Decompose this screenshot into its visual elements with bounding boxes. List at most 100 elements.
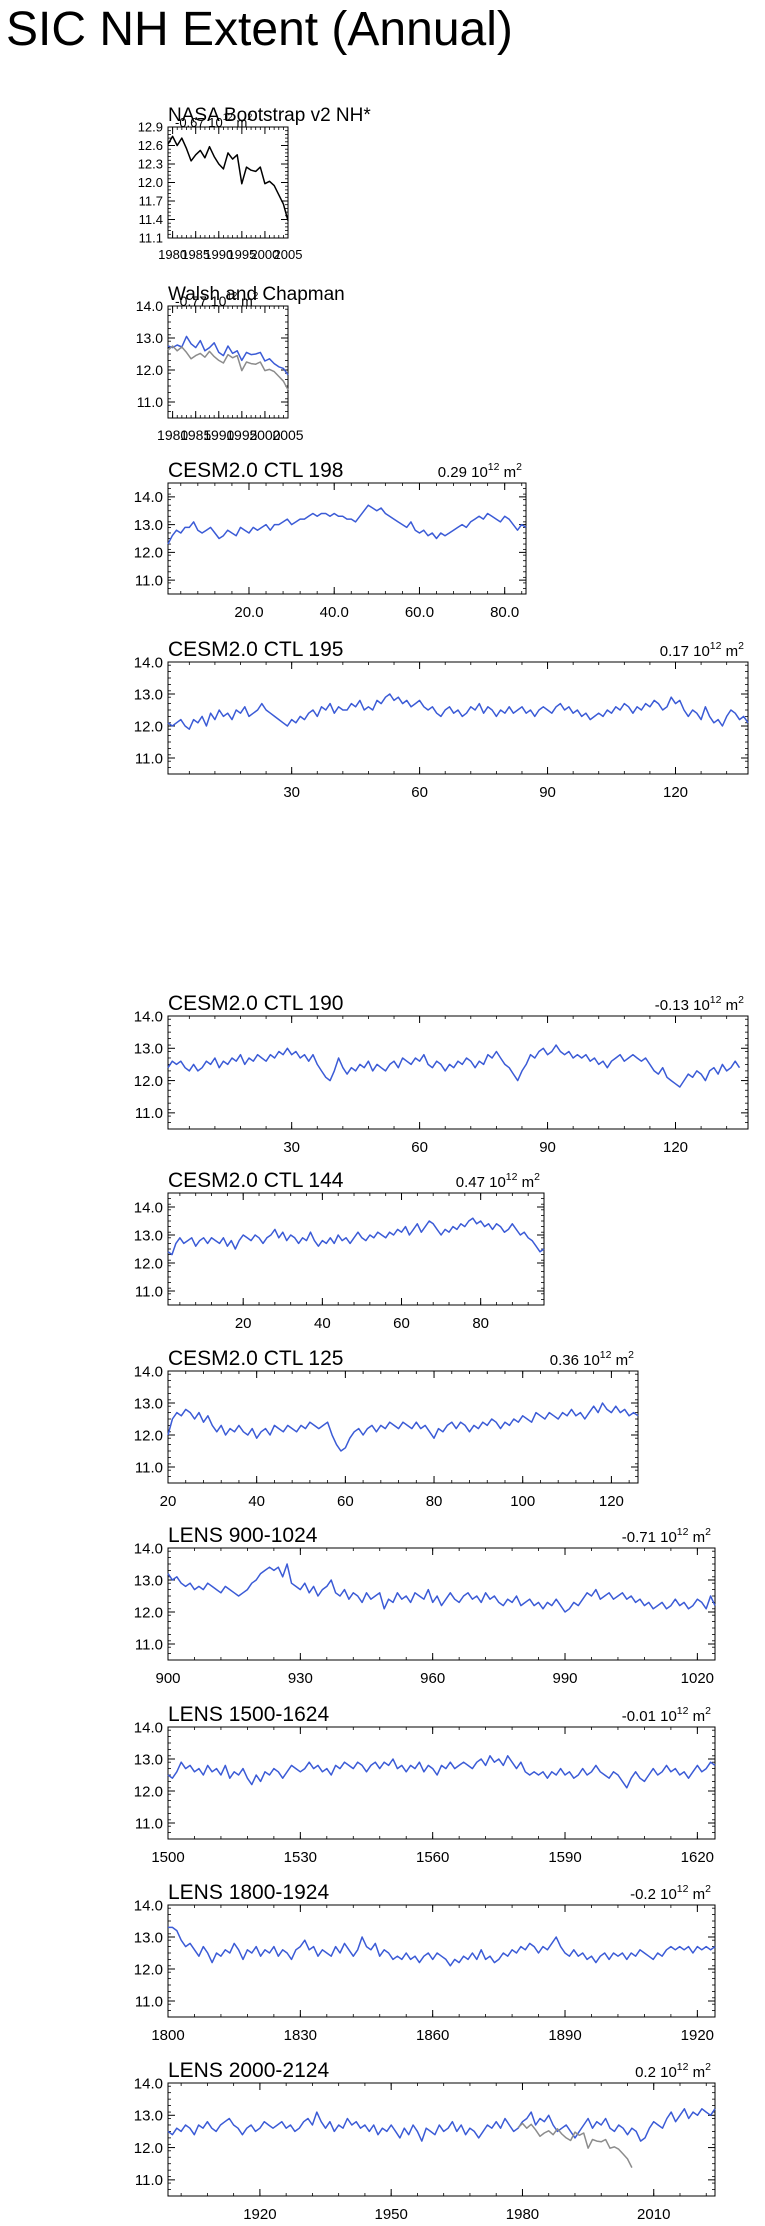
x-tick-label: 1980 — [157, 427, 188, 443]
y-tick-label: 11.0 — [135, 1993, 163, 2010]
trend-exponent: 12 — [600, 1349, 612, 1361]
y-tick-label: 11.0 — [137, 394, 163, 410]
x-tick-label: 1920 — [681, 2027, 714, 2044]
trend-unit: m — [688, 1886, 705, 1903]
x-tick-label: 90 — [539, 1139, 556, 1156]
series-line-0 — [167, 1563, 716, 1613]
chart-panel-nasa: 12.9 12.6 12.3 12.0 11.7 11.4 11.1198019851990… — [138, 105, 372, 262]
y-tick-label: 14.0 — [134, 1897, 163, 1914]
x-tick-label: 40 — [314, 1315, 331, 1332]
plot-frame — [167, 1904, 716, 2018]
x-tick-label: 1620 — [681, 1849, 714, 1866]
x-tick-label: 40 — [248, 1493, 265, 1510]
trend-label: -0.13 1012 m2 — [655, 994, 744, 1014]
trend-unit-exponent: 2 — [738, 994, 744, 1006]
trend-label: 0.36 1012 m2 — [550, 1349, 634, 1369]
y-tick-label: 12.6 — [138, 138, 163, 153]
x-tick-label: 960 — [420, 1670, 445, 1687]
trend-label: -0.77 1012 m2 — [175, 291, 258, 309]
x-tick-label: 20 — [160, 1493, 177, 1510]
trend-exponent: 12 — [677, 1883, 689, 1895]
y-tick-label: 13.0 — [136, 330, 163, 346]
plot-frame — [167, 482, 527, 595]
trend-exponent: 12 — [710, 640, 722, 652]
x-tick-label: 2005 — [274, 247, 303, 262]
x-tick-label: 120 — [599, 1493, 624, 1510]
chart-panel-walsh: 14.0 13.0 12.0 11.0 198019851990199520002005… — [136, 284, 345, 443]
x-tick-label: 30 — [283, 784, 300, 801]
y-tick-label: 12.0 — [138, 175, 163, 190]
trend-unit: m — [688, 1529, 705, 1546]
trend-unit-exponent: 2 — [738, 640, 744, 652]
chart-panel-lens2000: 14.0 13.0 12.0 11.0 1920 1950 1980 2010 LENS 200… — [134, 2059, 716, 2223]
x-tick-label: 2005 — [272, 427, 303, 443]
y-tick-label: 13.0 — [134, 1041, 163, 1058]
trend-unit-exponent: 2 — [705, 1526, 711, 1538]
x-tick-label: 1990 — [204, 247, 233, 262]
y-tick-label: 11.0 — [135, 2172, 163, 2189]
x-tick-label: 1995 — [227, 247, 256, 262]
y-tick-label: 11.0 — [135, 572, 163, 589]
trend-exponent: 12 — [710, 994, 722, 1006]
trend-exponent: 12 — [506, 1171, 518, 1183]
series-line-0 — [167, 1755, 716, 1789]
x-tick-label: 60.0 — [405, 604, 434, 621]
y-tick-label: 12.3 — [138, 157, 163, 172]
trend-unit: m — [721, 997, 738, 1014]
series-line-0 — [167, 504, 527, 545]
y-tick-label: 13.0 — [134, 1227, 163, 1244]
chart-title: CESM2.0 CTL 195 — [168, 638, 343, 661]
x-tick-label: 1800 — [151, 2027, 184, 2044]
y-tick-label: 11.0 — [135, 1636, 163, 1653]
x-tick-label: 1830 — [284, 2027, 317, 2044]
y-tick-label: 11.0 — [135, 1283, 163, 1300]
y-tick-label: 14.0 — [134, 1008, 163, 1025]
trend-label: -0.01 1012 m2 — [622, 1705, 711, 1725]
x-tick-label: 1860 — [416, 2027, 449, 2044]
trend-exponent: 12 — [677, 2061, 689, 2073]
y-tick-label: 11.1 — [139, 231, 163, 246]
y-tick-label: 14.0 — [136, 298, 163, 314]
plot-frame — [167, 1015, 749, 1130]
chart-title: LENS 2000-2124 — [168, 2059, 329, 2082]
chart-title: CESM2.0 CTL 144 — [168, 1169, 344, 1192]
x-tick-label: 930 — [288, 1670, 313, 1687]
y-tick-label: 11.4 — [139, 212, 163, 227]
x-tick-label: 1920 — [243, 2206, 276, 2223]
y-tick-label: 12.0 — [134, 718, 163, 735]
trend-unit: m — [688, 1708, 705, 1725]
plot-frame — [167, 1726, 716, 1840]
chart-title: Walsh and Chapman — [168, 284, 345, 305]
trend-unit-exponent: 2 — [705, 2061, 711, 2073]
chart-panel-lens900: 14.0 13.0 12.0 11.0 900 930 960 990 1020 LENS 900… — [134, 1524, 716, 1687]
trend-exponent: 12 — [226, 291, 237, 302]
chart-title: CESM2.0 CTL 198 — [168, 459, 343, 482]
x-tick-label: 80 — [472, 1315, 489, 1332]
y-tick-label: 12.0 — [134, 1427, 163, 1444]
y-tick-label: 14.0 — [134, 1199, 163, 1216]
y-tick-label: 14.0 — [134, 489, 163, 506]
trend-unit-exponent: 2 — [253, 291, 258, 302]
trend-value: -0.13 10 — [655, 997, 710, 1014]
x-tick-label: 120 — [663, 784, 688, 801]
y-tick-label: 14.0 — [134, 1719, 163, 1736]
trend-label: -0.2 1012 m2 — [630, 1883, 711, 1903]
y-tick-label: 13.0 — [134, 1395, 163, 1412]
y-tick-label: 12.0 — [134, 1604, 163, 1621]
y-tick-label: 13.0 — [134, 517, 163, 534]
trend-unit-exponent: 2 — [628, 1349, 634, 1361]
trend-unit: m — [233, 115, 247, 130]
y-tick-label: 11.0 — [135, 1105, 163, 1122]
page-title: SIC NH Extent (Annual) — [6, 3, 513, 56]
chart-panel-ctl195: 14.0 13.0 12.0 11.0 30 60 90 120 CESM2.0 CTL 195… — [134, 638, 749, 801]
plot-frame — [167, 1370, 639, 1484]
x-tick-label: 60 — [411, 784, 428, 801]
trend-unit: m — [237, 293, 253, 309]
trend-exponent: 12 — [223, 112, 233, 122]
chart-panel-ctl125: 14.0 13.0 12.0 11.0 20 40 60 80 100 120 CESM2.0 CT… — [134, 1347, 639, 1510]
x-tick-label: 100 — [510, 1493, 535, 1510]
x-tick-label: 1590 — [548, 1849, 581, 1866]
x-tick-label: 1980 — [506, 2206, 539, 2223]
x-tick-label: 120 — [663, 1139, 688, 1156]
